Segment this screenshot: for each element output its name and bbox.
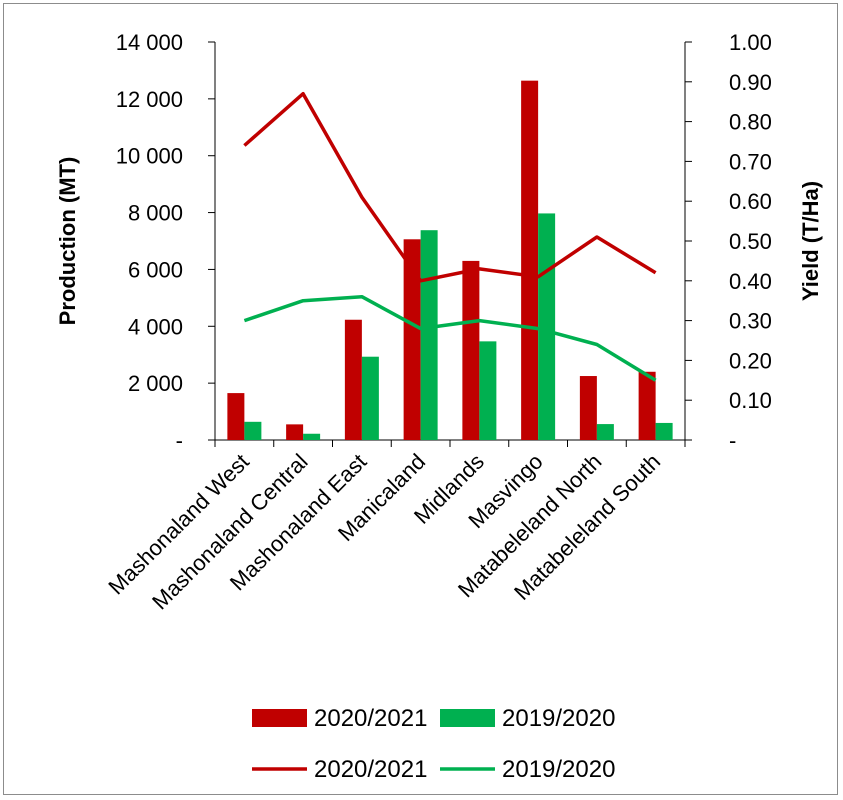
left-tick-label: 10 000: [116, 144, 183, 169]
left-axis-title: Production (MT): [55, 157, 80, 326]
left-tick-label: 2 000: [128, 371, 183, 396]
left-tick-label: -: [176, 428, 183, 453]
right-tick-label: 0.60: [729, 189, 772, 214]
bar-2020-2021-3: [403, 239, 421, 440]
bar-2019-2020-1: [303, 433, 321, 440]
right-tick-label: 0.50: [729, 229, 772, 254]
bar-2019-2020-2: [361, 356, 379, 440]
bar-2019-2020-6: [596, 424, 614, 440]
lines-layer: [243, 91, 657, 382]
left-tick-label: 8 000: [128, 201, 183, 226]
legend-bar-swatch: [440, 709, 495, 727]
bar-2019-2020-0: [244, 421, 262, 440]
left-tick-label: 14 000: [116, 30, 183, 55]
right-axis-title: Yield (T/Ha): [798, 181, 823, 301]
legend-label: 2020/2021: [314, 756, 427, 783]
right-tick-label: 0.90: [729, 70, 772, 95]
line-yield-2019-2020: [243, 294, 657, 382]
right-tick-label: 0.40: [729, 269, 772, 294]
left-tick-label: 4 000: [128, 314, 183, 339]
legend-label: 2019/2020: [502, 756, 615, 783]
bar-2020-2021-7: [638, 371, 656, 440]
right-tick-label: -: [729, 428, 736, 453]
legend-label: 2019/2020: [502, 705, 615, 732]
legend-bar-swatch: [252, 709, 307, 727]
bar-2020-2021-5: [521, 80, 539, 441]
legend-label: 2020/2021: [314, 705, 427, 732]
bar-2020-2021-2: [344, 319, 362, 440]
right-tick-label: 0.30: [729, 309, 772, 334]
bar-2020-2021-1: [286, 424, 304, 440]
right-tick-label: 1.00: [729, 30, 772, 55]
right-tick-label: 0.80: [729, 110, 772, 135]
axes-layer: - 2 000 4 000 6 000 8 000 10 000 12 000 14 000 -…: [55, 30, 823, 453]
right-tick-label: 0.10: [729, 388, 772, 413]
bar-2020-2021-0: [227, 393, 245, 440]
legend: 2020/2021 2019/2020 2020/2021 2019/2020: [252, 705, 615, 783]
bar-2020-2021-4: [462, 260, 480, 440]
left-tick-label: 12 000: [116, 87, 183, 112]
bar-2019-2020-4: [479, 341, 497, 440]
bar-2019-2020-5: [538, 213, 556, 440]
bar-2019-2020-3: [420, 230, 438, 440]
line-yield-2020-2021: [243, 91, 657, 283]
bars-layer: [227, 80, 673, 441]
bar-2019-2020-7: [655, 422, 673, 440]
right-tick-label: 0.70: [729, 149, 772, 174]
bar-2020-2021-6: [579, 376, 597, 440]
left-tick-label: 6 000: [128, 257, 183, 282]
right-tick-label: 0.20: [729, 348, 772, 373]
